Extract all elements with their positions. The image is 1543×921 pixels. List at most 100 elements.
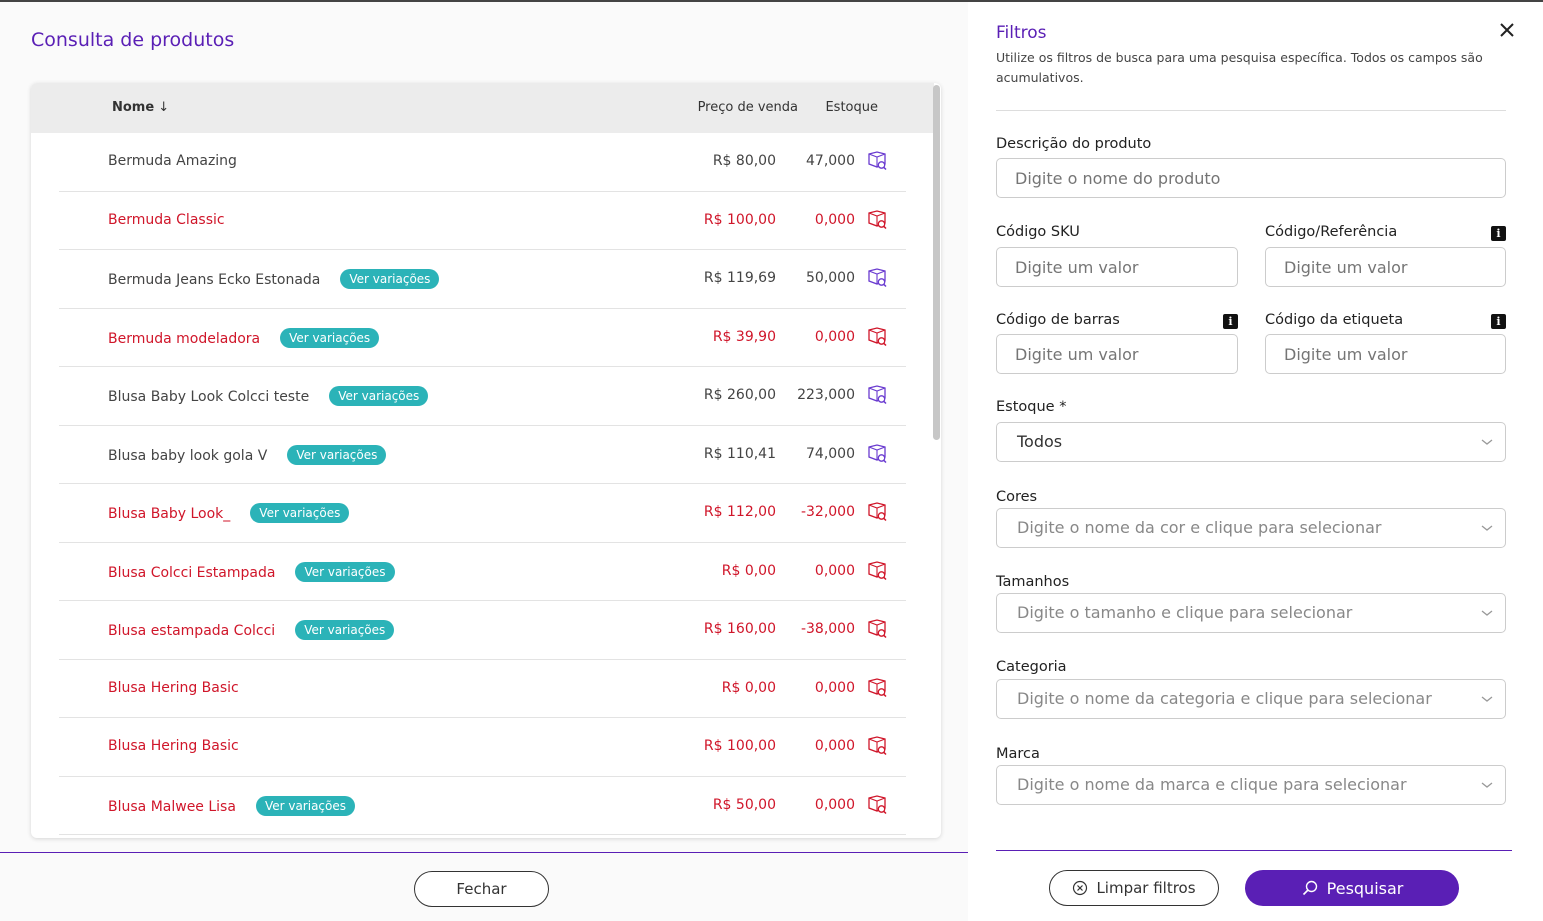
table-row[interactable]: Blusa Baby Look_ Ver variações R$ 112,00 … (31, 484, 934, 543)
clear-filters-button[interactable]: Limpar filtros (1049, 870, 1219, 906)
variations-badge[interactable]: Ver variações (295, 561, 395, 582)
description-label: Descrição do produto (996, 136, 1152, 152)
variations-badge[interactable]: Ver variações (329, 386, 429, 406)
column-header-name[interactable]: Nome ↓ (112, 100, 169, 115)
reference-input[interactable] (1265, 247, 1506, 287)
filters-description: Utilize os filtros de busca para uma pes… (996, 50, 1483, 85)
product-details-icon[interactable] (866, 326, 888, 348)
table-header: Nome ↓ Preço de venda Estoque (31, 83, 934, 133)
table-row[interactable]: Blusa Baby Look Colcci teste Ver variaçõe… (31, 367, 934, 426)
variations-badge[interactable]: Ver variações (255, 795, 355, 816)
description-input[interactable] (996, 158, 1506, 198)
product-stock: 0,000 (814, 328, 855, 345)
product-stock: -32,000 (800, 504, 855, 520)
close-icon[interactable] (1497, 20, 1517, 40)
stock-select[interactable]: Todos (996, 422, 1506, 462)
row-divider (59, 775, 906, 777)
chevron-down-icon (1481, 439, 1493, 445)
close-button[interactable]: Fechar (414, 871, 549, 907)
search-button[interactable]: Pesquisar (1245, 870, 1459, 906)
search-icon (1302, 880, 1317, 896)
sku-input[interactable] (996, 247, 1238, 287)
product-details-icon[interactable] (866, 618, 888, 640)
tag-code-input[interactable] (1265, 334, 1506, 374)
search-button-label: Pesquisar (1326, 878, 1404, 898)
product-details-icon[interactable] (866, 501, 888, 523)
variations-badge[interactable]: Ver variações (340, 269, 440, 289)
variations-badge[interactable]: Ver variações (287, 444, 387, 465)
table-row[interactable]: Blusa Hering Basic R$ 100,00 0,000 (31, 718, 934, 777)
product-name-text: Bermuda modeladora (108, 330, 261, 347)
sizes-select[interactable]: Digite o tamanho e clique para seleciona… (996, 593, 1506, 633)
filters-footer-divider (996, 850, 1512, 851)
reference-info-icon[interactable]: i (1491, 226, 1506, 241)
products-panel: Consulta de produtos Nome ↓ Preço de vend… (0, 2, 968, 921)
barcode-input[interactable] (996, 334, 1238, 374)
clear-filters-label: Limpar filtros (1096, 879, 1196, 897)
product-name-text: Blusa Colcci Estampada (108, 564, 276, 581)
row-divider (59, 366, 906, 367)
product-name-text: Blusa Hering Basic (108, 679, 239, 696)
product-stock: 0,000 (814, 211, 855, 228)
product-details-icon[interactable] (866, 560, 888, 582)
product-name: Bermuda Jeans Ecko Estonada Ver variações (108, 269, 440, 290)
product-details-icon[interactable] (866, 267, 888, 289)
brand-placeholder: Digite o nome da marca e clique para sel… (1017, 775, 1407, 794)
tag-code-info-icon[interactable]: i (1491, 314, 1506, 329)
product-price: R$ 260,00 (703, 387, 776, 403)
table-row[interactable]: Blusa estampada Colcci Ver variações R$ 1… (31, 601, 934, 660)
filters-panel: Filtros Utilize os filtros de busca para… (968, 2, 1543, 921)
product-details-icon[interactable] (866, 384, 888, 406)
product-name-text: Bermuda Classic (108, 211, 225, 228)
product-details-icon[interactable] (866, 209, 888, 231)
column-header-stock[interactable]: Estoque (825, 100, 878, 115)
product-price: R$ 50,00 (712, 796, 776, 813)
row-divider (59, 424, 906, 426)
variations-badge[interactable]: Ver variações (295, 620, 395, 640)
table-row[interactable]: Bermuda modeladora Ver variações R$ 39,90… (31, 309, 934, 367)
table-row[interactable]: Bermuda Amazing R$ 80,00 47,000 (31, 133, 934, 192)
product-details-icon[interactable] (866, 794, 888, 816)
brand-label: Marca (996, 746, 1040, 762)
product-price: R$ 160,00 (703, 621, 776, 637)
colors-select[interactable]: Digite o nome da cor e clique para selec… (996, 508, 1506, 548)
product-details-icon[interactable] (866, 735, 888, 757)
product-name-text: Bermuda Jeans Ecko Estonada (108, 272, 321, 288)
brand-select[interactable]: Digite o nome da marca e clique para sel… (996, 765, 1506, 805)
barcode-label: Código de barras (996, 312, 1120, 328)
table-row[interactable]: Bermuda Classic R$ 100,00 0,000 (31, 192, 934, 250)
stock-select-value: Todos (1017, 432, 1063, 451)
category-select[interactable]: Digite o nome da categoria e clique para… (996, 679, 1506, 719)
colors-label: Cores (996, 489, 1038, 505)
product-name-text: Bermuda Amazing (108, 153, 237, 169)
tag-code-label: Código da etiqueta (1265, 312, 1404, 328)
product-price: R$ 39,90 (712, 328, 776, 345)
chevron-down-icon (1481, 525, 1493, 531)
variations-badge[interactable]: Ver variações (280, 327, 380, 348)
table-row[interactable]: Blusa Colcci Estampada Ver variações R$ 0… (31, 543, 934, 601)
barcode-info-icon[interactable]: i (1223, 314, 1238, 329)
product-details-icon[interactable] (866, 150, 888, 172)
product-details-icon[interactable] (866, 677, 888, 699)
colors-placeholder: Digite o nome da cor e clique para selec… (1017, 518, 1382, 537)
table-row[interactable]: Blusa Malwee Lisa Ver variações R$ 50,00 … (31, 777, 934, 835)
table-row[interactable]: Blusa Hering Basic R$ 0,00 0,000 (31, 660, 934, 718)
column-header-price[interactable]: Preço de venda (697, 100, 798, 115)
category-label: Categoria (996, 659, 1067, 675)
table-body: Bermuda Amazing R$ 80,00 47,000 Bermuda … (31, 133, 934, 835)
table-row[interactable]: Bermuda Jeans Ecko Estonada Ver variações… (31, 250, 934, 309)
row-divider (59, 600, 906, 601)
table-scrollbar[interactable] (933, 85, 940, 440)
filters-divider (996, 110, 1506, 111)
product-details-icon[interactable] (866, 443, 888, 465)
row-divider (59, 834, 906, 835)
variations-badge[interactable]: Ver variações (250, 503, 350, 523)
table-row[interactable]: Blusa baby look gola V Ver variações R$ 1… (31, 426, 934, 484)
product-name-text: Blusa estampada Colcci (108, 623, 276, 639)
window-top-border (0, 0, 1543, 2)
product-stock: 0,000 (814, 679, 855, 696)
column-header-name-label: Nome (112, 100, 155, 115)
row-divider (59, 249, 906, 250)
product-name: Blusa Baby Look Colcci teste Ver variaçõe… (108, 386, 429, 407)
product-name-text: Blusa Baby Look Colcci teste (108, 389, 310, 405)
